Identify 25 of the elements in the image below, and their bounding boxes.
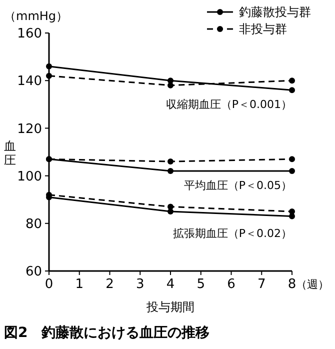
- x-tick-label: 6: [227, 277, 236, 292]
- legend-label: 非投与群: [239, 22, 287, 36]
- text: 図2 釣藤散における血圧の推移: [4, 325, 210, 341]
- annotation: 平均血圧（P＜0.05）: [184, 179, 292, 192]
- y-tick-label: 140: [17, 74, 42, 90]
- x-tick-label: 7: [257, 277, 266, 292]
- x-tick-label: 8: [288, 277, 296, 292]
- annotation: 拡張期血圧（P＜0.02）: [172, 227, 292, 240]
- y-tick-label: 100: [17, 169, 42, 184]
- x-tick-label: 4: [166, 277, 175, 292]
- text: （mmHg）: [4, 9, 68, 23]
- x-tick-label: 1: [75, 277, 84, 292]
- legend-label: 釣藤散投与群: [239, 5, 311, 20]
- y-tick-label: 80: [25, 216, 42, 232]
- text: （週）: [296, 278, 329, 291]
- x-tick-label: 3: [136, 277, 144, 292]
- x-tick-label: 5: [196, 277, 206, 292]
- x-tick-label: 2: [106, 277, 114, 292]
- y-tick-label: 160: [17, 26, 42, 42]
- annotation: 収縮期血圧（P＜0.001）: [166, 98, 292, 111]
- x-tick-label: 0: [44, 277, 54, 292]
- y-axis-title: 血圧: [4, 139, 16, 167]
- x-axis-title: 投与期間: [146, 300, 194, 314]
- y-tick-label: 60: [25, 264, 42, 280]
- y-tick-label: 120: [17, 122, 42, 137]
